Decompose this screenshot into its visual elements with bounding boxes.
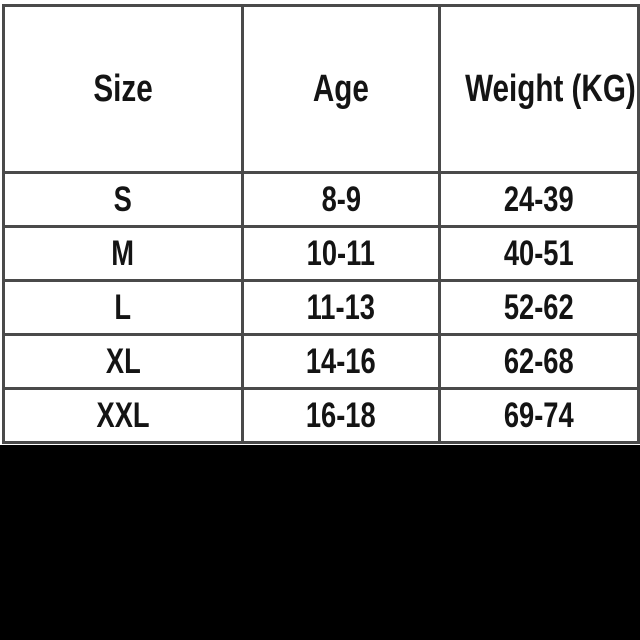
table-row-m: M 10-11 40-51 xyxy=(2,225,640,282)
cell-text: 14-16 xyxy=(306,341,376,381)
cell-age-s: 8-9 xyxy=(241,171,441,228)
cell-text: 11-13 xyxy=(306,287,376,327)
cell-size-m: M xyxy=(2,225,244,282)
cell-weight-xxl: 69-74 xyxy=(438,387,640,444)
bottom-black-region xyxy=(0,445,640,640)
cell-text: L xyxy=(114,287,132,327)
cell-age-m: 10-11 xyxy=(241,225,441,282)
cell-text: XL xyxy=(105,341,141,381)
cell-age-xl: 14-16 xyxy=(241,333,441,390)
column-header-age-label: Age xyxy=(312,67,369,110)
cell-text: 52-62 xyxy=(504,287,574,327)
cell-text: 69-74 xyxy=(504,395,574,435)
cell-age-xxl: 16-18 xyxy=(241,387,441,444)
cell-age-l: 11-13 xyxy=(241,279,441,336)
table-row-s: S 8-9 24-39 xyxy=(2,171,640,228)
cell-text: 10-11 xyxy=(306,233,376,273)
column-header-size-label: Size xyxy=(93,67,153,110)
table-row-xxl: XXL 16-18 69-74 xyxy=(2,387,640,444)
column-header-weight-label: Weight (KG) xyxy=(465,67,636,110)
cell-text: 24-39 xyxy=(504,179,574,219)
column-header-age: Age xyxy=(241,4,441,174)
table-row-l: L 11-13 52-62 xyxy=(2,279,640,336)
header-row: Size Age Weight (KG) xyxy=(2,4,640,174)
cell-text: 62-68 xyxy=(504,341,574,381)
cell-size-s: S xyxy=(2,171,244,228)
cell-text: S xyxy=(113,179,133,219)
cell-text: XXL xyxy=(96,395,150,435)
table-row-xl: XL 14-16 62-68 xyxy=(2,333,640,390)
cell-weight-m: 40-51 xyxy=(438,225,640,282)
cell-text: 40-51 xyxy=(504,233,574,273)
cell-text: M xyxy=(111,233,135,273)
cell-text: 8-9 xyxy=(321,179,361,219)
cell-size-l: L xyxy=(2,279,244,336)
cell-size-xxl: XXL xyxy=(2,387,244,444)
cell-size-xl: XL xyxy=(2,333,244,390)
cell-weight-xl: 62-68 xyxy=(438,333,640,390)
size-chart-table: Size Age Weight (KG) S 8-9 24-39 M 10-11… xyxy=(2,4,640,444)
column-header-weight: Weight (KG) xyxy=(438,4,640,174)
cell-text: 16-18 xyxy=(306,395,376,435)
cell-weight-s: 24-39 xyxy=(438,171,640,228)
cell-weight-l: 52-62 xyxy=(438,279,640,336)
column-header-size: Size xyxy=(2,4,244,174)
